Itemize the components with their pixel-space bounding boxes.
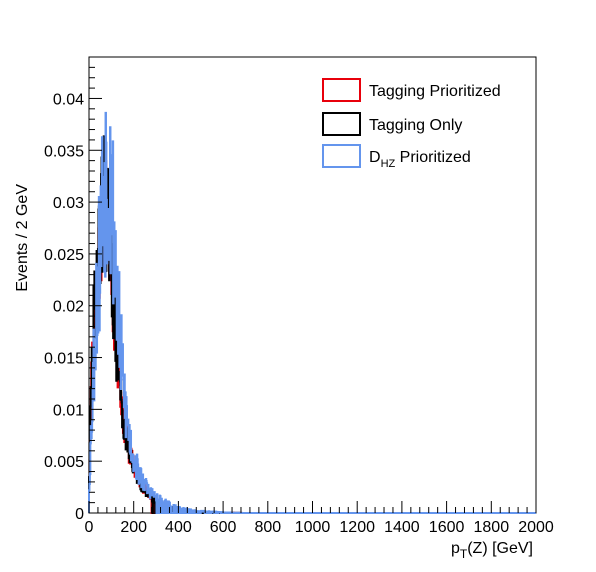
- y-tick-label: 0.005: [44, 454, 84, 471]
- legend-swatch-1: [323, 79, 360, 101]
- x-axis-title: pT(Z) [GeV]: [451, 540, 533, 561]
- x-tick-label: 1200: [339, 519, 375, 536]
- series-line-2: [89, 136, 536, 513]
- x-axis-title-main: p: [451, 540, 460, 557]
- x-tick-label: 1000: [295, 519, 331, 536]
- y-tick-label: 0.02: [53, 299, 84, 316]
- x-tick-label: 1600: [429, 519, 465, 536]
- axis-layer: 0 200 400 600 800 1000 1200 1400 1600 1800 2000 0 0.…: [44, 57, 554, 536]
- y-tick-label: 0.025: [44, 247, 84, 264]
- x-tick-label: 0: [85, 519, 94, 536]
- legend-swatch-2: [323, 113, 360, 135]
- series-line-1: [89, 144, 536, 513]
- x-tick-label: 1400: [384, 519, 420, 536]
- series-layer: [89, 113, 536, 513]
- x-tick-label: 200: [120, 519, 147, 536]
- x-axis-title-rest: (Z) [GeV]: [467, 540, 533, 557]
- y-tick-label: 0.035: [44, 143, 84, 160]
- series-line-3: [89, 113, 536, 513]
- y-tick-label: 0.03: [53, 195, 84, 212]
- legend-label-1: Tagging Prioritized: [369, 83, 501, 100]
- y-tick-label: 0: [75, 506, 84, 523]
- y-tick-label: 0.01: [53, 402, 84, 419]
- legend-label-2: Tagging Only: [369, 117, 462, 134]
- y-tick-label: 0.015: [44, 351, 84, 368]
- x-tick-label: 400: [165, 519, 192, 536]
- x-tick-label: 1800: [474, 519, 510, 536]
- y-tick-label: 0.04: [53, 91, 84, 108]
- x-tick-label: 2000: [518, 519, 554, 536]
- plot-frame: [89, 57, 536, 513]
- legend-label-3: DHZ Prioritized: [369, 149, 471, 170]
- legend-swatch-3: [323, 145, 360, 167]
- legend: Tagging Prioritized Tagging Only DHZ Prior…: [323, 79, 501, 170]
- y-axis-title: Events / 2 GeV: [14, 184, 31, 292]
- x-tick-label: 600: [210, 519, 237, 536]
- x-tick-label: 800: [254, 519, 281, 536]
